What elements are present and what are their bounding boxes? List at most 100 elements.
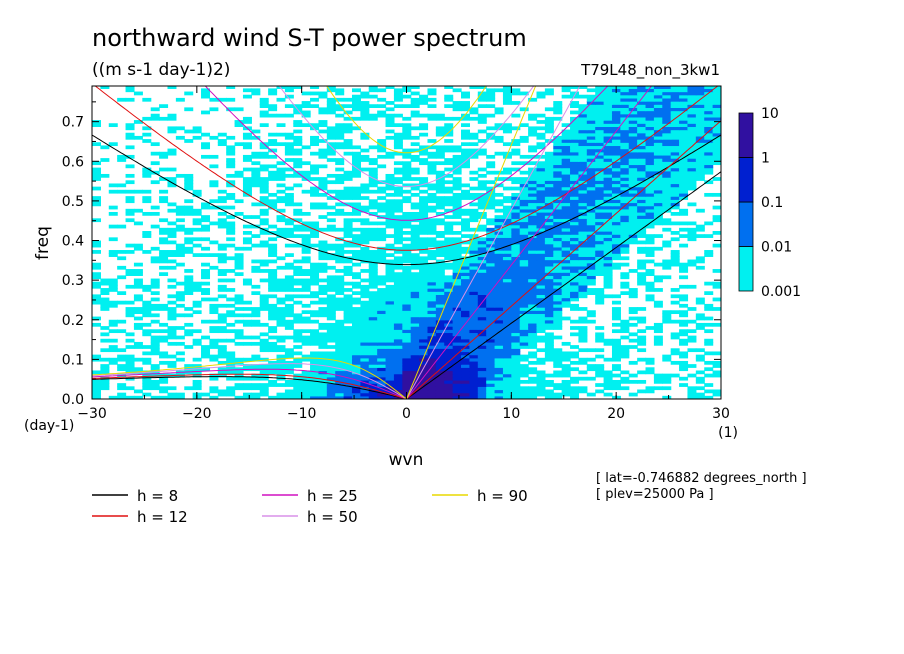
heatmap-cell bbox=[494, 192, 504, 197]
heatmap-cell bbox=[276, 300, 286, 305]
heatmap-cell bbox=[553, 180, 563, 185]
heatmap-cell bbox=[645, 97, 655, 102]
heatmap-cell bbox=[368, 234, 378, 238]
heatmap-cell bbox=[645, 177, 655, 181]
heatmap-cell bbox=[318, 326, 328, 330]
heatmap-cell bbox=[251, 364, 261, 368]
heatmap-cell bbox=[242, 313, 252, 318]
heatmap-cell bbox=[385, 338, 395, 343]
heatmap-cell bbox=[670, 253, 680, 257]
heatmap-cell bbox=[670, 113, 680, 118]
heatmap-cell bbox=[536, 202, 546, 207]
heatmap-cell bbox=[452, 186, 462, 191]
heatmap-cell bbox=[293, 183, 303, 188]
heatmap-cell bbox=[511, 357, 521, 362]
heatmap-cell bbox=[435, 218, 445, 223]
x-tick-label: −20 bbox=[182, 406, 212, 422]
heatmap-cell bbox=[402, 129, 412, 134]
heatmap-cell bbox=[444, 227, 454, 232]
heatmap-cell bbox=[578, 332, 588, 337]
heatmap-cell bbox=[603, 246, 613, 251]
heatmap-cell bbox=[528, 341, 538, 346]
heatmap-cell bbox=[561, 151, 571, 156]
heatmap-cell bbox=[335, 246, 345, 251]
heatmap-cell bbox=[419, 205, 429, 210]
heatmap-cell bbox=[695, 348, 705, 353]
heatmap-cell bbox=[519, 123, 529, 128]
heatmap-cell bbox=[620, 199, 630, 204]
heatmap-cell bbox=[544, 234, 554, 238]
heatmap-cell bbox=[536, 275, 546, 280]
heatmap-cell bbox=[502, 123, 512, 128]
heatmap-cell bbox=[653, 97, 663, 102]
heatmap-cell bbox=[360, 395, 370, 399]
heatmap-cell bbox=[326, 107, 336, 112]
heatmap-cell bbox=[662, 161, 672, 166]
heatmap-cell bbox=[536, 227, 546, 232]
heatmap-cell bbox=[268, 303, 278, 308]
heatmap-cell bbox=[695, 224, 705, 229]
heatmap-cell bbox=[242, 278, 252, 283]
heatmap-cell bbox=[679, 148, 689, 153]
heatmap-cell bbox=[419, 145, 429, 150]
heatmap-cell bbox=[687, 329, 697, 334]
heatmap-cell bbox=[662, 310, 672, 315]
heatmap-cell bbox=[368, 221, 378, 226]
heatmap-cell bbox=[92, 300, 101, 305]
heatmap-cell bbox=[377, 322, 387, 327]
heatmap-cell bbox=[687, 129, 697, 134]
heatmap-cell bbox=[284, 231, 294, 235]
heatmap-cell bbox=[335, 319, 345, 324]
heatmap-cell bbox=[469, 227, 479, 232]
heatmap-cell bbox=[461, 154, 470, 159]
heatmap-cell bbox=[351, 126, 361, 131]
heatmap-cell bbox=[192, 221, 202, 226]
heatmap-cell bbox=[226, 370, 236, 375]
heatmap-cell bbox=[385, 379, 395, 384]
heatmap-cell bbox=[343, 326, 353, 330]
heatmap-cell bbox=[276, 132, 286, 137]
heatmap-cell bbox=[611, 196, 621, 200]
heatmap-cell bbox=[184, 199, 194, 204]
heatmap-cell bbox=[645, 173, 655, 178]
heatmap-cell bbox=[712, 205, 721, 210]
heatmap-cell bbox=[595, 246, 605, 251]
heatmap-cell bbox=[276, 313, 286, 318]
heatmap-cell bbox=[242, 158, 252, 162]
heatmap-cell bbox=[528, 303, 538, 308]
heatmap-cell bbox=[528, 205, 538, 210]
heatmap-cell bbox=[251, 313, 261, 318]
heatmap-cell bbox=[284, 284, 294, 289]
heatmap-cell bbox=[620, 202, 630, 207]
heatmap-cell bbox=[670, 86, 680, 89]
heatmap-cell bbox=[335, 189, 345, 194]
heatmap-cell bbox=[712, 142, 721, 147]
heatmap-cell bbox=[159, 189, 169, 194]
heatmap-cell bbox=[461, 208, 470, 213]
heatmap-cell bbox=[477, 335, 487, 340]
heatmap-cell bbox=[611, 231, 621, 235]
heatmap-cell bbox=[695, 164, 705, 169]
heatmap-cell bbox=[519, 379, 529, 384]
heatmap-cell bbox=[242, 300, 252, 305]
heatmap-cell bbox=[687, 177, 697, 181]
heatmap-cell bbox=[528, 167, 538, 172]
heatmap-cell bbox=[444, 392, 454, 397]
heatmap-cell bbox=[494, 376, 504, 381]
heatmap-cell bbox=[150, 224, 160, 229]
heatmap-cell bbox=[603, 104, 613, 108]
heatmap-cell bbox=[670, 310, 680, 315]
heatmap-cell bbox=[268, 313, 278, 318]
heatmap-cell bbox=[335, 196, 345, 200]
heatmap-cell bbox=[284, 395, 294, 399]
heatmap-cell bbox=[553, 322, 563, 327]
heatmap-cell bbox=[486, 281, 496, 286]
heatmap-cell bbox=[561, 196, 571, 200]
x-axis-ticks: −30 −20 −10 0 10 20 30 bbox=[77, 86, 730, 422]
heatmap-cell bbox=[318, 186, 328, 191]
heatmap-cell bbox=[351, 395, 361, 399]
heatmap-cell bbox=[167, 227, 177, 232]
heatmap-cell bbox=[687, 221, 697, 226]
heatmap-cell bbox=[595, 262, 605, 267]
heatmap-cell bbox=[511, 227, 521, 232]
